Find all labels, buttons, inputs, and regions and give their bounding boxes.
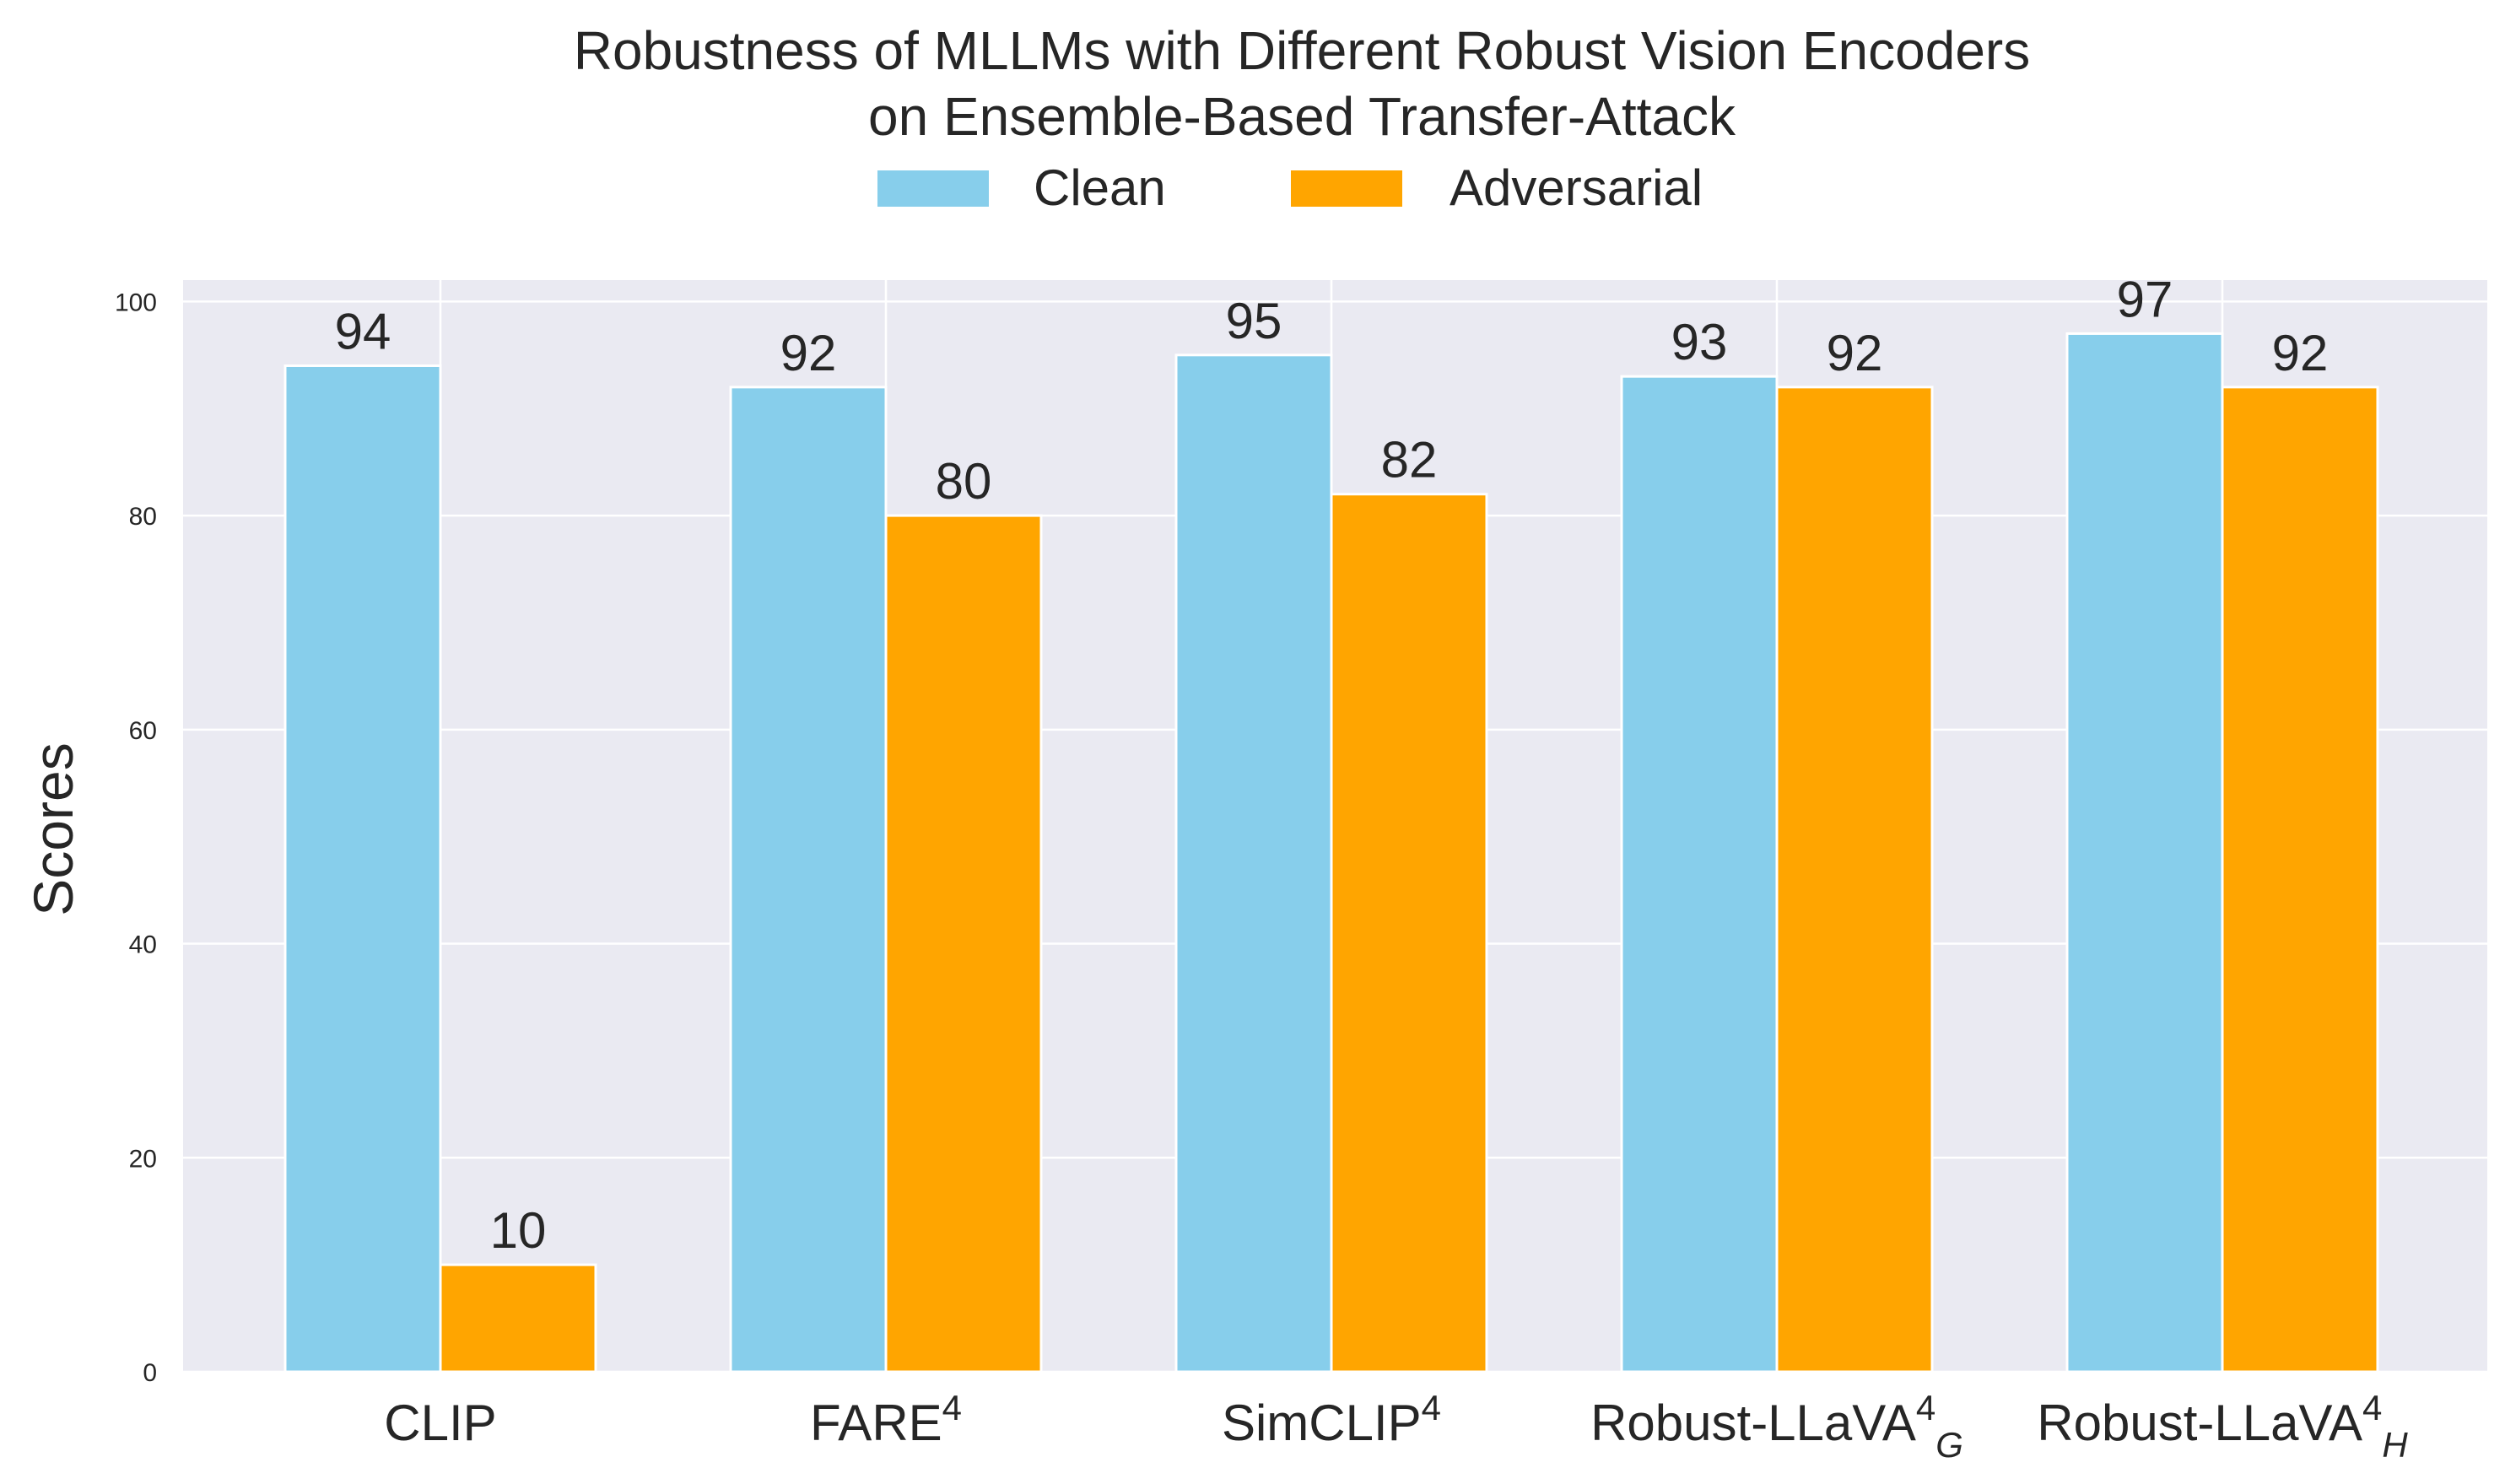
y-tick-label: 20 — [129, 1145, 157, 1173]
legend: Clean Adversarial — [877, 159, 1703, 216]
bar-adversarial — [439, 1263, 597, 1373]
x-tick-label: FARE4 — [810, 1388, 962, 1451]
bar-adversarial — [1330, 493, 1488, 1373]
y-tick-label: 100 — [115, 289, 157, 316]
y-axis-ticks: 0 20 40 60 80 100 — [115, 289, 157, 1387]
value-label: 92 — [780, 325, 837, 381]
legend-label-adversarial: Adversarial — [1450, 159, 1703, 216]
legend-swatch-clean — [877, 170, 989, 207]
bar-adversarial — [1775, 386, 1934, 1373]
bar-clean — [729, 386, 888, 1373]
value-label: 93 — [1671, 314, 1728, 370]
x-tick-label: CLIP — [384, 1395, 496, 1451]
chart-title: Robustness of MLLMs with Different Robus… — [574, 20, 2030, 81]
value-label: 97 — [2117, 271, 2173, 327]
chart-subtitle: on Ensemble-Based Transfer-Attack — [868, 86, 1736, 147]
value-label: 10 — [490, 1202, 547, 1259]
y-tick-label: 80 — [129, 503, 157, 531]
y-tick-label: 0 — [143, 1359, 157, 1387]
bar-clean — [283, 364, 442, 1373]
value-label: 92 — [1827, 325, 1883, 381]
bars — [283, 332, 2379, 1373]
y-tick-label: 40 — [129, 931, 157, 959]
bar-clean — [1174, 353, 1333, 1373]
legend-label-clean: Clean — [1034, 159, 1166, 216]
bar-adversarial — [884, 514, 1043, 1373]
value-label: 80 — [936, 453, 992, 510]
value-label: 82 — [1381, 432, 1438, 488]
bar-adversarial — [2221, 386, 2379, 1373]
value-label: 92 — [2272, 325, 2329, 381]
value-label: 94 — [335, 303, 391, 359]
y-axis-label: Scores — [22, 742, 84, 915]
bar-clean — [1620, 375, 1779, 1373]
x-tick-label: SimCLIP4 — [1222, 1388, 1441, 1451]
x-axis-ticks: CLIP FARE4 SimCLIP4 Robust-LLaVA4G Robust-LL… — [384, 1388, 2408, 1465]
y-tick-label: 60 — [129, 717, 157, 745]
x-tick-label: Robust-LLaVA4G — [1590, 1388, 1963, 1465]
x-tick-label: Robust-LLaVA4H — [2037, 1388, 2408, 1465]
bar-clean — [2065, 332, 2224, 1373]
legend-swatch-adversarial — [1291, 170, 1402, 207]
value-labels: 94 92 95 93 97 10 80 82 92 92 — [335, 271, 2329, 1259]
value-label: 95 — [1226, 293, 1282, 349]
